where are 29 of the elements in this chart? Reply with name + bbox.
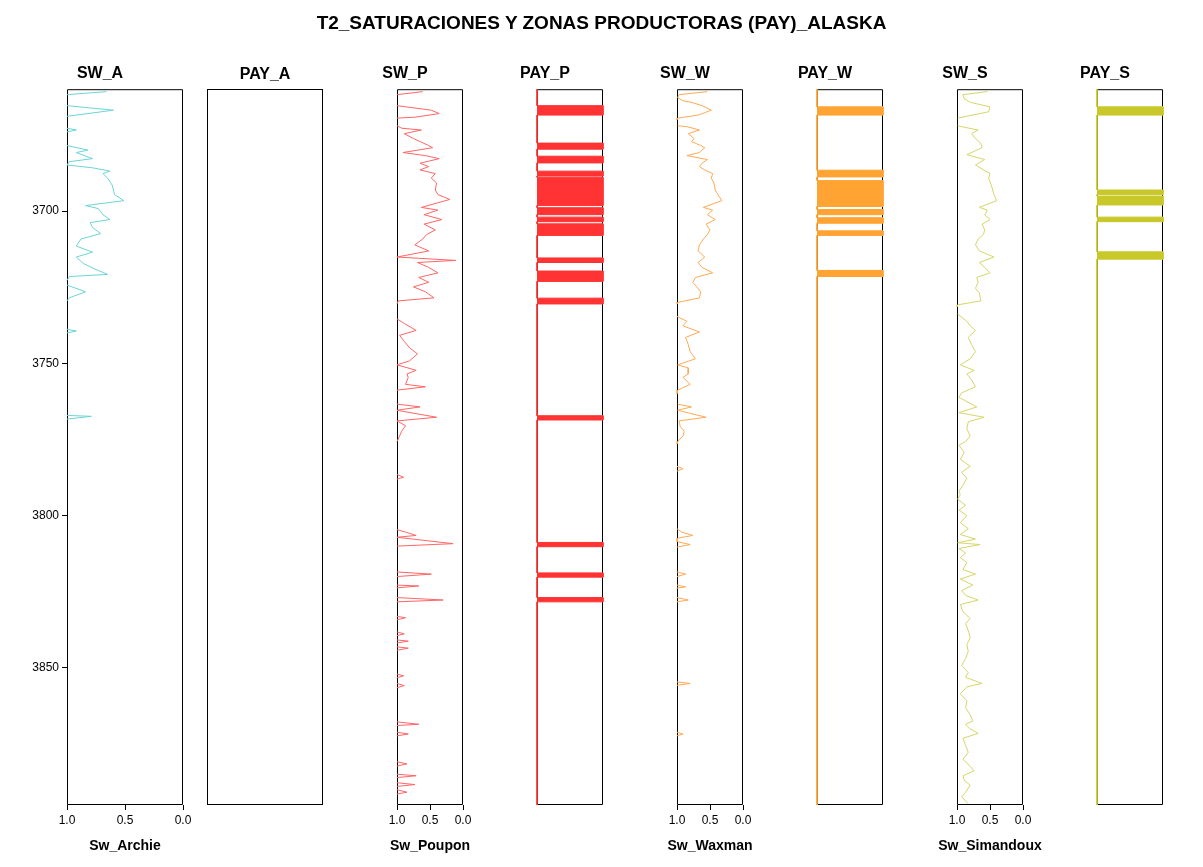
x-axis-title: Sw_Waxman bbox=[667, 837, 753, 853]
chart-title: PAY_S bbox=[1080, 64, 1131, 82]
y-tick-label: 3800 bbox=[32, 507, 60, 522]
chart-title: PAY_P bbox=[520, 64, 571, 82]
x-axis-title: Sw_Simandoux bbox=[938, 837, 1042, 853]
x-tick-label: 0.5 bbox=[981, 812, 999, 827]
y-tick-label: 3850 bbox=[32, 660, 60, 675]
text: T2_SATURACIONES Y ZONAS PRODUCTORAS (PAY)_ALASKA bbox=[316, 12, 887, 34]
x-tick-label: 0.0 bbox=[1014, 812, 1032, 827]
chart-title: SW_W bbox=[660, 64, 711, 82]
chart-title: PAY_W bbox=[797, 64, 854, 82]
x-tick-label: 0.5 bbox=[701, 812, 719, 827]
x-axis-title: Sw_Poupon bbox=[389, 837, 471, 853]
x-axis-title: Sw_Archie bbox=[89, 837, 161, 853]
chart-title: SW_S bbox=[942, 64, 988, 82]
y-tick-label: 3700 bbox=[32, 203, 60, 218]
x-tick-label: 0.0 bbox=[454, 812, 472, 827]
x-tick-label: 0.5 bbox=[421, 812, 439, 827]
chart-title: SW_P bbox=[382, 64, 428, 82]
x-tick-label: 1.0 bbox=[388, 812, 406, 827]
x-tick-label: 1.0 bbox=[668, 812, 686, 827]
y-tick-label: 3750 bbox=[32, 355, 60, 370]
x-tick-label: 0.0 bbox=[734, 812, 752, 827]
x-tick-label: 1.0 bbox=[58, 812, 76, 827]
x-tick-label: 0.0 bbox=[174, 812, 192, 827]
text: PAY_A bbox=[238, 64, 292, 83]
x-tick-label: 0.5 bbox=[116, 812, 134, 827]
x-tick-label: 1.0 bbox=[948, 812, 966, 827]
chart-title: SW_A bbox=[76, 64, 124, 82]
